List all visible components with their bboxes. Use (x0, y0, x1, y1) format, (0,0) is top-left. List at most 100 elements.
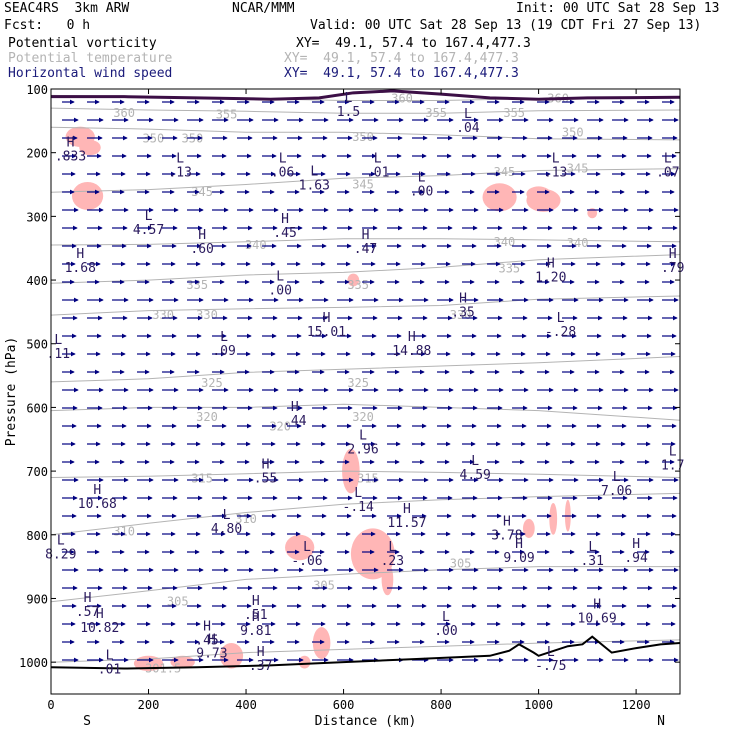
isentrope-label: 355 (216, 107, 238, 121)
pv-region (587, 208, 598, 219)
extremum-value: .00 (434, 624, 457, 639)
isentrope-line (51, 470, 680, 478)
pv-region (381, 563, 394, 596)
extremum-value: 8.29 (45, 548, 76, 563)
extremum-letter: L (547, 645, 555, 660)
extremum-value: .45 (195, 634, 218, 649)
isentrope-line (51, 639, 680, 663)
extremum-letter: H (459, 292, 467, 307)
extremum-value: 1.20 (535, 271, 566, 286)
extremum-letter: L (471, 454, 479, 469)
isentrope-label: 330 (152, 308, 174, 322)
extremum-value: 10.82 (80, 621, 119, 636)
isentrope-label: 340 (567, 236, 589, 250)
extremum-value: -.75 (535, 659, 566, 674)
y-tick-label: 200 (26, 147, 48, 161)
field-name-wind: Horizontal wind speed (8, 66, 173, 81)
pv-region (285, 534, 315, 561)
y-tick-label: 1000 (19, 656, 48, 670)
extremum-letter: H (403, 502, 411, 517)
x-tick-label: 800 (430, 698, 452, 712)
extremum-letter: L (464, 107, 472, 122)
extremum-value: 9.73 (196, 646, 227, 661)
extremum-value: .94 (624, 551, 648, 566)
pv-region (312, 627, 331, 659)
extremum-value: 9.81 (240, 624, 271, 639)
extremum-letter: L (613, 470, 621, 485)
extremum-letter: L (310, 164, 318, 179)
extremum-letter: H (281, 212, 289, 227)
isentrope-label: 305 (313, 579, 335, 593)
extremum-value: 1.68 (65, 261, 96, 276)
isentrope-label: 355 (425, 106, 447, 120)
extremum-value: .00 (410, 185, 433, 200)
extremum-letter: H (76, 247, 84, 262)
extremum-letter: H (252, 594, 260, 609)
extremum-value: .00 (268, 283, 291, 298)
extremum-value: .45 (273, 226, 296, 241)
extremum-letter: H (291, 400, 299, 415)
y-tick-label: 600 (26, 401, 48, 415)
extremum-value: 7.06 (601, 484, 632, 499)
x-tick-label: 1200 (622, 698, 651, 712)
isentrope-label: 330 (196, 308, 218, 322)
extremum-letter: L (442, 610, 450, 625)
isentrope-line (51, 356, 680, 383)
isentrope-line (51, 107, 680, 114)
y-tick-label: 500 (26, 338, 48, 352)
extremum-value: .01 (98, 662, 121, 677)
extremum-letter: H (323, 311, 331, 326)
field-xy-wind: XY= 49.1, 57.4 to 167.4,477.3 (284, 66, 519, 81)
fcst-label: Fcst: 0 h (4, 18, 91, 33)
extremum-value: 10.69 (578, 611, 617, 626)
isentrope-label: 345 (352, 178, 374, 192)
extremum-letter: L (664, 152, 672, 167)
y-tick-label: 800 (26, 529, 48, 543)
isentrope-label: 355 (503, 106, 525, 120)
isentrope-label: 350 (352, 130, 374, 144)
extremum-value: .07 (656, 166, 679, 181)
x-tick-label: 200 (138, 698, 160, 712)
extremum-letter: H (632, 537, 640, 552)
field-name-pv: Potential vorticity (8, 36, 157, 51)
extremum-value: 1.5 (337, 105, 360, 120)
field-name-theta: Potential temperature (8, 51, 173, 66)
model-label: SEAC4RS 3km ARW (4, 1, 130, 16)
y-axis-label: Pressure (hPa) (4, 337, 19, 447)
extremum-letter: L (276, 269, 284, 284)
isentrope-label: 320 (269, 420, 291, 434)
isentrope-label: 350 (182, 132, 204, 146)
isentrope-label: 310 (113, 525, 135, 539)
isentrope-label: 360 (113, 106, 135, 120)
extremum-value: -.28 (545, 325, 576, 340)
extremum-letter: H (96, 607, 104, 622)
extremum-value: .09 (212, 344, 235, 359)
isentrope-label: 335 (498, 262, 520, 276)
extremum-letter: H (262, 457, 270, 472)
extremum-value: .35 (451, 306, 474, 321)
extremum-value: .06 (271, 166, 294, 181)
extremum-letter: L (359, 429, 367, 444)
extremum-value: 1.7 (661, 459, 684, 474)
pv-region (526, 186, 551, 202)
extremum-letter: H (252, 610, 260, 625)
extremum-value: .13 (168, 166, 191, 181)
x-tick-label: 0 (47, 698, 54, 712)
endpoint-label-right: N (657, 714, 665, 729)
extremum-letter: H (257, 645, 265, 660)
y-tick-label: 400 (26, 274, 48, 288)
init-label: Init: 00 UTC Sat 28 Sep 13 (516, 1, 720, 16)
extremum-value: 15.01 (307, 325, 346, 340)
terrain-line (51, 635, 680, 670)
extremum-value: .60 (190, 242, 213, 257)
extremum-letter: L (145, 209, 153, 224)
extremum-letter: L (279, 152, 287, 167)
extremum-value: -.14 (343, 500, 374, 515)
extremum-letter: L (303, 540, 311, 555)
extremum-letter: L (106, 648, 114, 663)
extremum-letter: L (669, 445, 677, 460)
institution-label: NCAR/MMM (232, 1, 295, 16)
extremum-letter: L (176, 152, 184, 167)
isentrope-label: 345 (191, 185, 213, 199)
